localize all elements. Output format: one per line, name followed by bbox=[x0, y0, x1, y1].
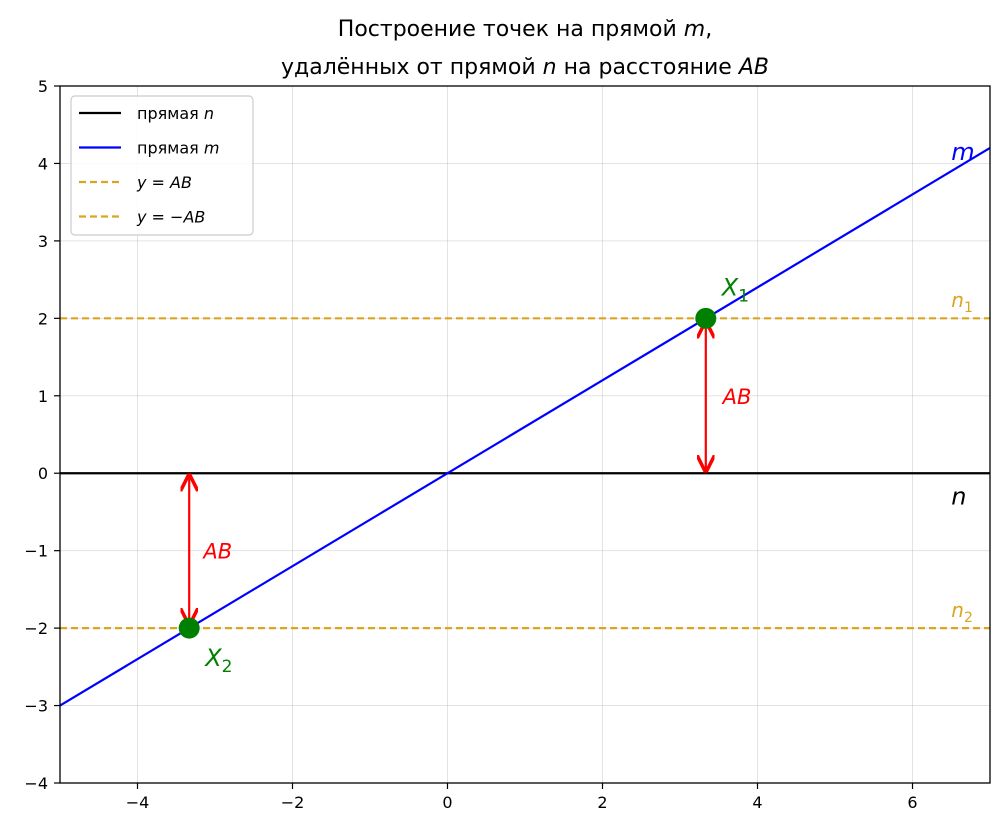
series-line-m bbox=[59, 147, 991, 707]
chart-title-line2: удалённых от прямой n на расстояние AB bbox=[281, 55, 769, 80]
line-label: n2 bbox=[951, 598, 973, 626]
y-tick-label: 2 bbox=[38, 309, 48, 328]
line-label: m bbox=[951, 138, 974, 166]
line-label: n1 bbox=[951, 288, 973, 316]
point-label: X2 bbox=[203, 644, 232, 677]
x-tick-label: 2 bbox=[597, 793, 607, 812]
legend: прямая n прямая m y = AB y = −AB bbox=[70, 95, 254, 236]
arrow-label: AB bbox=[201, 540, 232, 564]
annotation-layer: AB AB X1 X2 m n n1 n2 bbox=[178, 138, 975, 677]
arrow-label: AB bbox=[721, 385, 752, 409]
y-tick-label: 4 bbox=[38, 154, 48, 173]
legend-entry: прямая n bbox=[137, 104, 214, 123]
x-tick-label: 4 bbox=[752, 793, 762, 812]
y-tick-label: 5 bbox=[38, 77, 48, 96]
legend-entry: y = AB bbox=[136, 173, 192, 192]
y-tick-label: 1 bbox=[38, 387, 48, 406]
y-tick-label: −1 bbox=[24, 542, 48, 561]
line-label: n bbox=[951, 482, 966, 510]
y-tick-label: −2 bbox=[24, 619, 48, 638]
x-tick-label: −2 bbox=[281, 793, 305, 812]
y-tick-label: 0 bbox=[38, 464, 48, 483]
legend-entry: прямая m bbox=[137, 139, 219, 158]
series-layer bbox=[59, 147, 991, 707]
x-tick-label: 0 bbox=[442, 793, 452, 812]
chart-title-line1: Построение точек на прямой m, bbox=[338, 17, 712, 42]
point-marker bbox=[178, 617, 200, 639]
point-marker bbox=[695, 307, 717, 329]
point-label: X1 bbox=[720, 273, 749, 306]
legend-box bbox=[70, 95, 254, 236]
x-tick-label: 6 bbox=[907, 793, 917, 812]
plot-frame bbox=[59, 85, 991, 784]
tick-layer: −4 −2 0 2 4 6 −4 −3 −2 −1 0 1 2 3 4 5 bbox=[24, 77, 917, 812]
y-tick-label: −4 bbox=[24, 774, 48, 793]
x-tick-label: −4 bbox=[126, 793, 150, 812]
y-tick-label: 3 bbox=[38, 232, 48, 251]
legend-entry: y = −AB bbox=[136, 208, 205, 227]
y-tick-label: −3 bbox=[24, 697, 48, 716]
